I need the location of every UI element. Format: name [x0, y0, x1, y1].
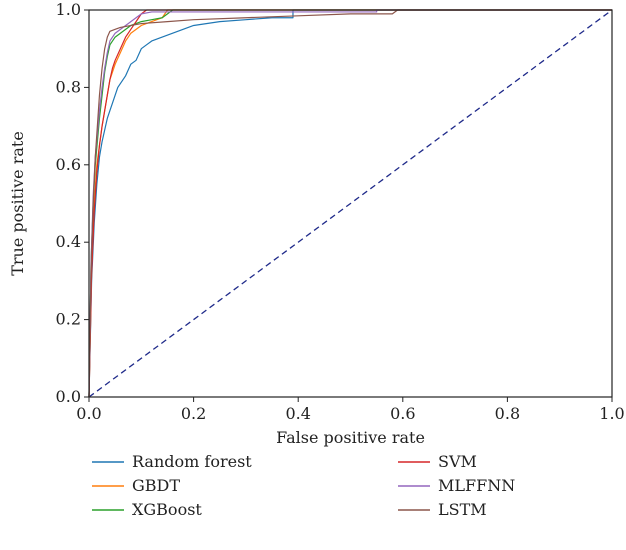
x-tick-label: 0.2 — [181, 404, 206, 423]
y-tick-label: 0.0 — [56, 387, 81, 406]
y-tick-label: 0.2 — [56, 310, 81, 329]
series-line-gbdt — [88, 9, 612, 398]
series-line-random-forest — [88, 9, 612, 398]
y-tick-label: 1.0 — [56, 0, 81, 19]
x-tick-label: 0.4 — [285, 404, 310, 423]
legend-label: MLFFNN — [438, 476, 515, 495]
axes: 0.0 0.2 0.4 0.6 0.8 1.0 0.0 0.2 0.4 0.6 0.8 1.0 Fa… — [8, 0, 625, 447]
x-tick-label: 0.8 — [495, 404, 520, 423]
legend-item: LSTM — [398, 500, 487, 519]
legend: Random forest GBDT XGBoost SVM MLFFNN LSTM — [92, 452, 515, 519]
x-tick-label: 0.6 — [390, 404, 415, 423]
legend-label: LSTM — [438, 500, 487, 519]
chance-diagonal-line — [88, 9, 613, 398]
y-tick-label: 0.6 — [56, 155, 81, 174]
x-axis-label: False positive rate — [276, 428, 425, 447]
x-tick-label: 1.0 — [599, 404, 624, 423]
x-tick-label: 0.0 — [76, 404, 101, 423]
y-tick-label: 0.4 — [56, 232, 81, 251]
y-axis-ticks: 0.0 0.2 0.4 0.6 0.8 1.0 — [56, 0, 89, 406]
y-tick-label: 0.8 — [56, 77, 81, 96]
y-axis-label: True positive rate — [8, 131, 27, 276]
series-line-svm — [88, 9, 612, 398]
legend-item: SVM — [398, 452, 477, 471]
legend-label: XGBoost — [132, 500, 202, 519]
legend-item: GBDT — [92, 476, 180, 495]
legend-item: XGBoost — [92, 500, 202, 519]
series-line-lstm — [88, 9, 612, 398]
plot-frame — [88, 9, 613, 398]
legend-label: Random forest — [132, 452, 252, 471]
legend-item: MLFFNN — [398, 476, 515, 495]
legend-label: GBDT — [132, 476, 180, 495]
legend-label: SVM — [438, 452, 477, 471]
x-axis-ticks: 0.0 0.2 0.4 0.6 0.8 1.0 — [76, 397, 625, 423]
legend-item: Random forest — [92, 452, 252, 471]
plot-area — [88, 9, 613, 398]
